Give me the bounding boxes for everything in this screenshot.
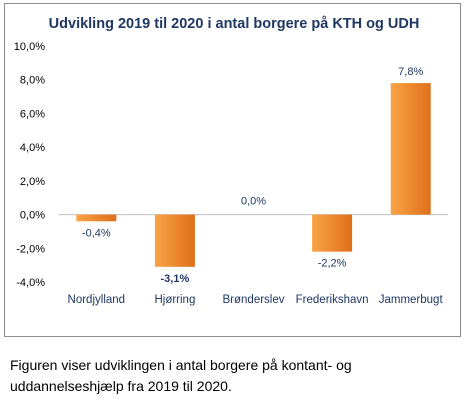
category-label: Nordjylland <box>68 294 126 306</box>
category-label: Frederikshavn <box>296 294 369 306</box>
y-tick-label: -4,0% <box>16 277 45 289</box>
category-label: Jammerbugt <box>379 294 444 306</box>
bar <box>154 214 195 267</box>
data-label: 0,0% <box>241 196 266 208</box>
data-label: -0,4% <box>82 227 111 239</box>
category-label: Hjørring <box>154 294 195 306</box>
chart-title: Udvikling 2019 til 2020 i antal borgere … <box>49 16 420 32</box>
bar-chart: Udvikling 2019 til 2020 i antal borgere … <box>14 16 448 306</box>
bar <box>390 83 431 215</box>
y-tick-label: -2,0% <box>16 243 45 255</box>
y-tick-label: 10,0% <box>14 41 45 53</box>
y-tick-label: 2,0% <box>20 176 45 188</box>
y-tick-label: 6,0% <box>20 108 45 120</box>
data-label: -3,1% <box>161 273 190 285</box>
y-tick-label: 4,0% <box>20 142 45 154</box>
data-label: 7,8% <box>398 66 423 78</box>
data-label: -2,2% <box>318 258 347 270</box>
caption-line-2: uddannelseshjælp fra 2019 til 2020. <box>10 378 232 394</box>
caption-line-1: Figuren viser udviklingen i antal borger… <box>10 357 352 373</box>
bar <box>312 214 353 252</box>
figure-caption: Figuren viser udviklingen i antal borger… <box>10 355 450 397</box>
y-tick-label: 0,0% <box>20 210 45 222</box>
bar <box>76 214 117 222</box>
category-label: Brønderslev <box>223 294 285 306</box>
chart-frame: Udvikling 2019 til 2020 i antal borgere … <box>4 3 461 337</box>
y-tick-label: 8,0% <box>20 75 45 87</box>
